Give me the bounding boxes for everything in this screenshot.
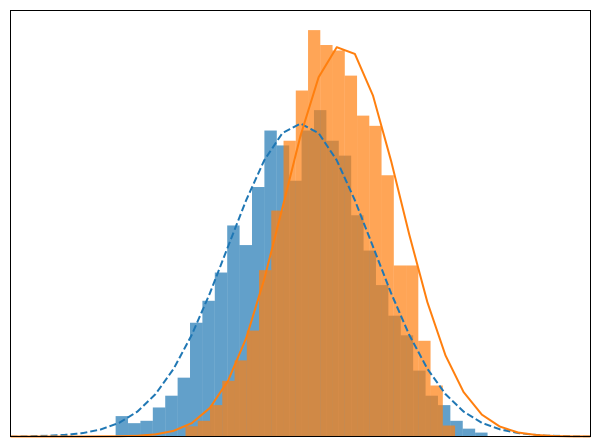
histogram-bar bbox=[152, 407, 166, 437]
histogram-bar bbox=[271, 210, 284, 437]
histogram-bar bbox=[406, 265, 419, 437]
histogram-bar bbox=[381, 175, 394, 437]
histogram-bar bbox=[418, 340, 431, 437]
plot-area bbox=[10, 30, 591, 438]
histogram-bar bbox=[177, 377, 191, 437]
histogram-bar bbox=[357, 115, 370, 437]
histogram-bar bbox=[246, 330, 260, 437]
histogram-bar bbox=[332, 50, 345, 437]
histogram-bar bbox=[165, 395, 178, 437]
histogram-bar bbox=[283, 140, 296, 437]
histogram-bar bbox=[475, 432, 488, 437]
histogram-bar bbox=[430, 385, 443, 437]
histogram-bar bbox=[442, 425, 456, 437]
axes-frame bbox=[10, 10, 591, 437]
histogram-bar bbox=[128, 423, 141, 437]
histogram-bar bbox=[185, 426, 198, 437]
histogram-bar bbox=[393, 265, 407, 437]
histogram-bar bbox=[222, 380, 235, 437]
histogram-bar bbox=[115, 416, 129, 437]
histogram-bar bbox=[462, 428, 476, 437]
histogram-bar bbox=[369, 125, 382, 437]
histogram-bar bbox=[259, 270, 272, 437]
histogram-bar bbox=[320, 45, 333, 437]
histogram-bar bbox=[234, 360, 247, 437]
histogram-bar bbox=[308, 30, 321, 437]
histogram-bar bbox=[344, 75, 358, 437]
histogram-bar bbox=[190, 322, 203, 437]
histogram-bar bbox=[202, 300, 215, 437]
histogram-bar bbox=[295, 90, 309, 437]
histogram-bar bbox=[197, 420, 211, 437]
histogram-bar bbox=[140, 420, 153, 437]
histogram-bar bbox=[210, 405, 223, 437]
